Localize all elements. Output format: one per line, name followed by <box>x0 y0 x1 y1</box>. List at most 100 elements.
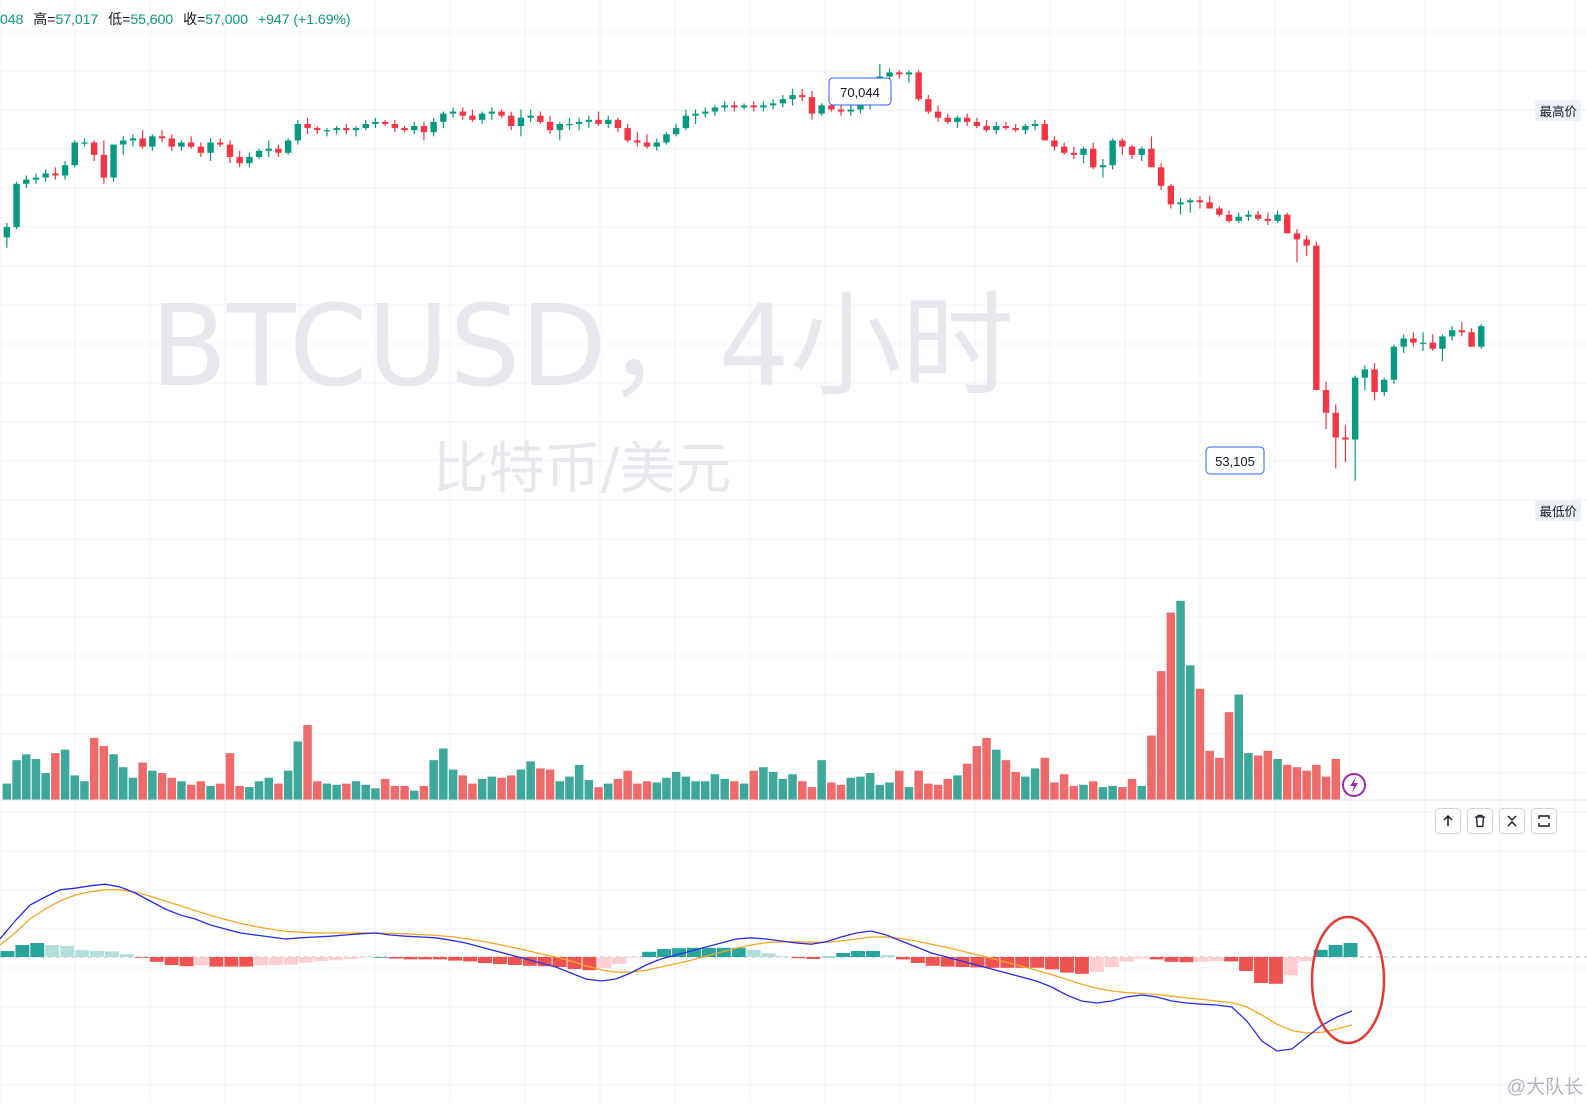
volume-bar <box>177 781 186 800</box>
candle-body <box>275 148 282 153</box>
candle-body <box>1478 326 1485 347</box>
volume-bar <box>642 781 652 800</box>
candle-body <box>3 227 11 238</box>
candle-body <box>1225 214 1233 221</box>
macd-histogram-bar <box>627 957 642 958</box>
volume-bar <box>681 776 691 800</box>
credit-watermark: @大队长 <box>1506 1077 1583 1098</box>
candle-body <box>1235 216 1242 221</box>
candle-body <box>1080 148 1087 155</box>
macd-histogram-bar <box>239 957 254 967</box>
candle-body <box>90 142 98 155</box>
candle-body <box>760 105 767 108</box>
volume-bar <box>933 784 943 800</box>
min-price-text: 53,105 <box>1215 454 1255 469</box>
candle-body <box>527 115 534 118</box>
candle-body <box>837 109 845 112</box>
volume-bar <box>739 783 749 800</box>
volume-bar <box>206 785 215 800</box>
candle-body <box>993 126 1000 131</box>
candle-body <box>1400 338 1407 347</box>
move-up-button[interactable] <box>1435 808 1461 834</box>
candle-body <box>740 105 748 108</box>
macd-histogram-bar <box>1283 957 1298 976</box>
macd-histogram-bar <box>567 957 582 969</box>
candle-body <box>1284 214 1291 234</box>
candle-body <box>925 99 932 112</box>
volume-bar <box>1137 785 1146 800</box>
volume-bar <box>31 759 41 800</box>
macd-histogram-bar <box>1343 943 1358 957</box>
volume-bar <box>167 777 176 800</box>
candle-body <box>488 111 496 114</box>
candle-body <box>1342 437 1349 440</box>
macd-histogram-bar <box>552 957 567 967</box>
candle-body <box>808 97 816 114</box>
volume-bar <box>1059 774 1069 800</box>
volume-bar <box>439 748 448 800</box>
candle-body <box>1177 202 1184 205</box>
volume-bar <box>109 754 118 800</box>
volume-bar <box>1292 767 1302 800</box>
macd-histogram-bar <box>597 957 612 969</box>
volume-bar <box>245 787 254 800</box>
macd-histogram-bar <box>940 957 955 967</box>
candle-body <box>1090 148 1097 168</box>
volume-bar <box>1156 671 1166 800</box>
volume-bar <box>1050 782 1059 800</box>
macd-histogram-bar <box>821 956 836 958</box>
candle-body <box>158 136 166 139</box>
macd-histogram-bar <box>179 957 194 967</box>
volume-bar <box>536 768 545 800</box>
volume-bar <box>283 770 293 800</box>
volume-bar <box>274 783 283 800</box>
volume-bar <box>390 785 400 800</box>
candle-body <box>934 111 942 118</box>
volume-bar <box>604 783 613 800</box>
macd-histogram-bar <box>880 955 895 957</box>
macd-histogram-bar <box>1298 957 1313 961</box>
candle-body <box>682 115 690 129</box>
macd-histogram-bar <box>537 957 552 967</box>
volume-bar <box>1186 665 1195 800</box>
volume-bar <box>565 776 574 800</box>
volume-bar <box>332 784 341 800</box>
volume-bar <box>1234 694 1243 800</box>
volume-bar <box>148 770 157 800</box>
volume-bar <box>652 782 661 800</box>
delete-pane-button[interactable] <box>1467 808 1493 834</box>
arrow-up-icon <box>1443 814 1453 826</box>
volume-bar <box>992 749 1001 800</box>
macd-histogram-bar <box>955 957 970 967</box>
macd-histogram-bar <box>343 957 358 959</box>
candle-body <box>236 156 243 164</box>
candle-body <box>372 121 379 124</box>
volume-bar <box>138 762 147 800</box>
volume-bar <box>555 781 564 800</box>
trash-icon <box>1475 814 1485 828</box>
macd-histogram-bar <box>149 957 164 962</box>
volume-bar <box>1224 712 1234 800</box>
maximize-pane-button[interactable] <box>1531 808 1557 834</box>
macd-histogram-bar <box>224 957 239 967</box>
volume-bar <box>12 760 21 800</box>
candle-layer <box>3 64 1485 481</box>
collapse-pane-button[interactable] <box>1499 808 1525 834</box>
volume-bar <box>1001 760 1011 800</box>
candle-body <box>663 134 670 143</box>
lightning-icon[interactable] <box>1342 773 1366 797</box>
macd-histogram-bar <box>1030 957 1045 968</box>
candle-body <box>643 142 651 147</box>
candle-body <box>595 119 602 124</box>
low-label: 低= <box>108 11 131 27</box>
volume-bar <box>1244 753 1253 800</box>
candle-body <box>265 148 272 151</box>
candle-body <box>1468 332 1475 347</box>
volume-bar <box>943 778 952 800</box>
volume-bar <box>303 725 312 800</box>
candle-body <box>1216 208 1223 215</box>
signal-line <box>0 889 1353 1034</box>
macd-histogram-bar <box>925 957 940 966</box>
candle-body <box>478 113 486 120</box>
candle-body <box>304 123 311 129</box>
